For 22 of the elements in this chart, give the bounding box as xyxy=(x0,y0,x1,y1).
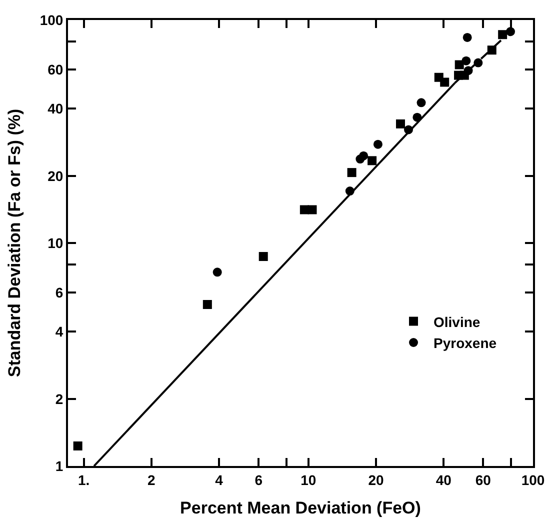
x-axis-title: Percent Mean Deviation (FeO) xyxy=(180,498,421,518)
y-tick-label: 20 xyxy=(48,168,64,184)
y-tick-label: 100 xyxy=(40,12,64,28)
x-tick-label: 60 xyxy=(475,472,492,488)
x-tick-label: 2 xyxy=(148,472,156,488)
y-tick-label: 6 xyxy=(55,284,64,300)
y-tick-label: 10 xyxy=(48,234,64,251)
x-tick-label: 100 xyxy=(521,472,545,488)
y-tick-label: 4 xyxy=(55,324,64,340)
x-tick-label: 10 xyxy=(300,472,316,488)
legend-label: Pyroxene xyxy=(434,334,497,351)
y-tick-label: 2 xyxy=(55,390,64,407)
y-axis-title: Standard Deviation (Fa or Fs) (%) xyxy=(4,108,24,378)
x-tick-label: 1. xyxy=(78,472,90,488)
y-tick-label: 40 xyxy=(48,100,64,117)
y-tick-label: 60 xyxy=(48,61,64,78)
x-tick-label: 40 xyxy=(436,472,452,488)
x-tick-label: 4 xyxy=(215,472,224,488)
x-tick-label: 20 xyxy=(368,472,384,488)
legend-label: Olivine xyxy=(434,314,480,330)
y-tick-label: 1 xyxy=(55,458,64,474)
x-tick-label: 6 xyxy=(254,472,263,488)
